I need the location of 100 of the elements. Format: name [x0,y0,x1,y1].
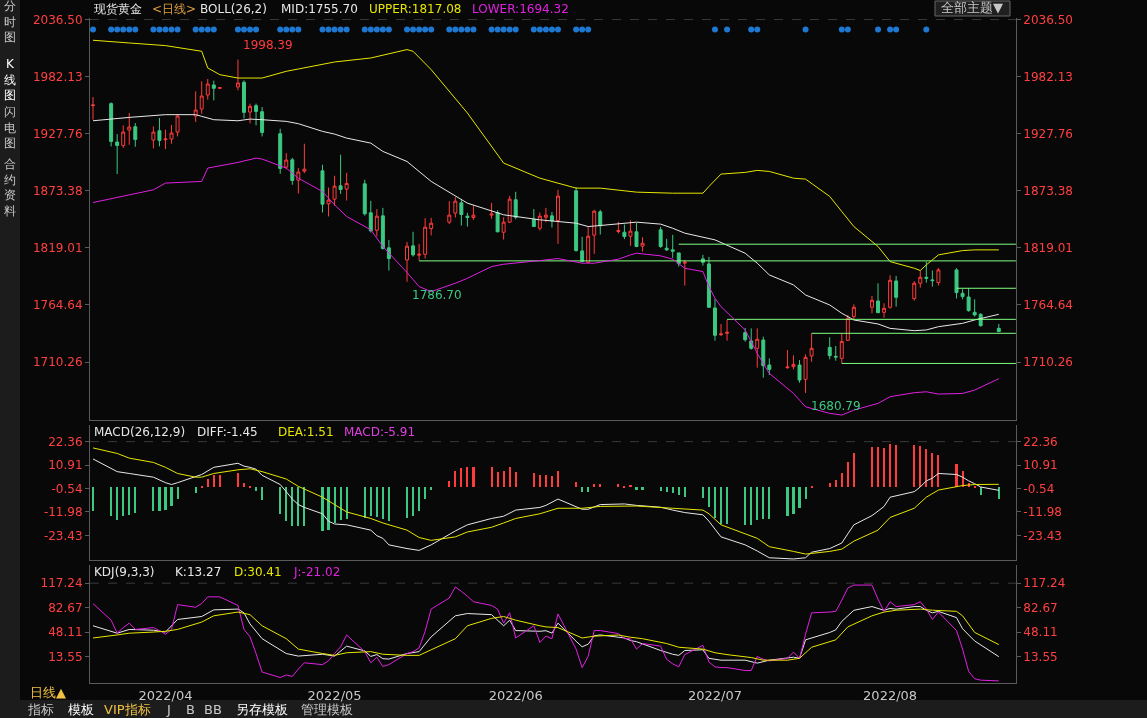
bar [454,471,456,487]
candlestick [254,103,259,126]
bar [346,487,348,519]
candlestick [761,336,766,379]
y-tick-label: 1873.38 [32,183,83,198]
y2-tick-label: 2036.50 [1023,12,1073,27]
candlestick [797,359,802,384]
candlestick [429,217,434,236]
candlestick [374,208,379,238]
y-tick-label: 22.36 [48,434,83,449]
candlestick [284,152,289,170]
candlestick [326,187,331,217]
candlestick [531,208,536,228]
text: 全部主题▼ [941,0,1003,15]
bar [641,487,644,490]
y-tick-label: 1819.01 [32,241,83,256]
bar [937,455,939,487]
bar [750,487,752,525]
y2-tick-label: 1982.13 [1023,69,1073,84]
text: UPPER:1817.08 [369,2,462,16]
bar [895,445,897,487]
candlestick [719,323,723,337]
candlestick [972,298,977,318]
bar [635,487,638,490]
x-tick-label: 2022/04 [138,687,193,703]
candlestick [411,231,416,258]
text: 指标 [27,702,54,717]
y-tick-label: -23.43 [43,528,83,543]
bar [720,487,722,524]
candlestick [501,216,506,241]
candlestick [725,319,730,342]
candlestick [380,207,385,251]
y2-tick-label: 117.24 [1023,576,1066,591]
bar [388,487,390,521]
bar [406,487,408,518]
candlestick [755,327,760,369]
candlestick [616,221,621,234]
bar [684,487,686,497]
candlestick [628,219,633,247]
text: K线图 [4,57,16,103]
bar [177,487,179,499]
bar [448,481,450,487]
bar [666,487,668,492]
bar [798,487,801,508]
candlestick [386,239,391,272]
annotation: 1786.70 [412,288,462,302]
y2-tick-label: 22.36 [1023,434,1058,449]
candlestick [543,207,548,223]
candlestick [954,267,959,300]
candlestick [405,241,409,283]
candlestick [876,282,880,314]
bar [430,487,432,490]
y2-tick-label: 48.11 [1023,625,1058,640]
candlestick [447,200,452,225]
y-tick-label: -11.98 [43,505,83,520]
bar [925,449,927,487]
bar [152,487,154,511]
bar [92,487,94,511]
candlestick [851,303,856,320]
candlestick [235,59,240,91]
candlestick [121,124,126,149]
candlestick [320,164,325,213]
bar [998,487,1000,499]
candlestick [574,186,579,253]
text: 合约资料 [4,157,16,218]
y2-tick-label: -0.54 [1023,481,1055,496]
bar [279,487,281,514]
y2-tick-label: 1764.64 [1023,298,1073,313]
bar [460,468,462,487]
bar [756,487,758,520]
bar [110,487,112,516]
annotation: MACD:-5.91 [344,425,416,439]
bar [327,487,330,530]
candlestick [845,314,850,342]
candlestick [936,267,941,287]
candlestick [894,275,899,308]
y2-tick-label: -23.43 [1023,528,1062,543]
candlestick [133,122,138,148]
text: BB [204,702,222,717]
candlestick [664,238,669,252]
text: DEA:1.51 [278,425,334,439]
candlestick [713,298,717,342]
bar [418,487,420,511]
bar [134,487,136,513]
candlestick [127,112,132,146]
candlestick [290,157,295,186]
bar [170,487,173,506]
candlestick [839,332,844,364]
candlestick [513,191,518,220]
bar [708,487,710,507]
bar [376,487,378,517]
candlestick [115,133,120,175]
bar [539,475,541,487]
candlestick [193,90,198,123]
y2-tick-label: 1819.01 [1023,241,1073,256]
candlestick [260,106,265,137]
bar [364,487,366,518]
text: J [166,702,171,717]
text: 分时图 [4,0,16,45]
bar [678,487,680,495]
